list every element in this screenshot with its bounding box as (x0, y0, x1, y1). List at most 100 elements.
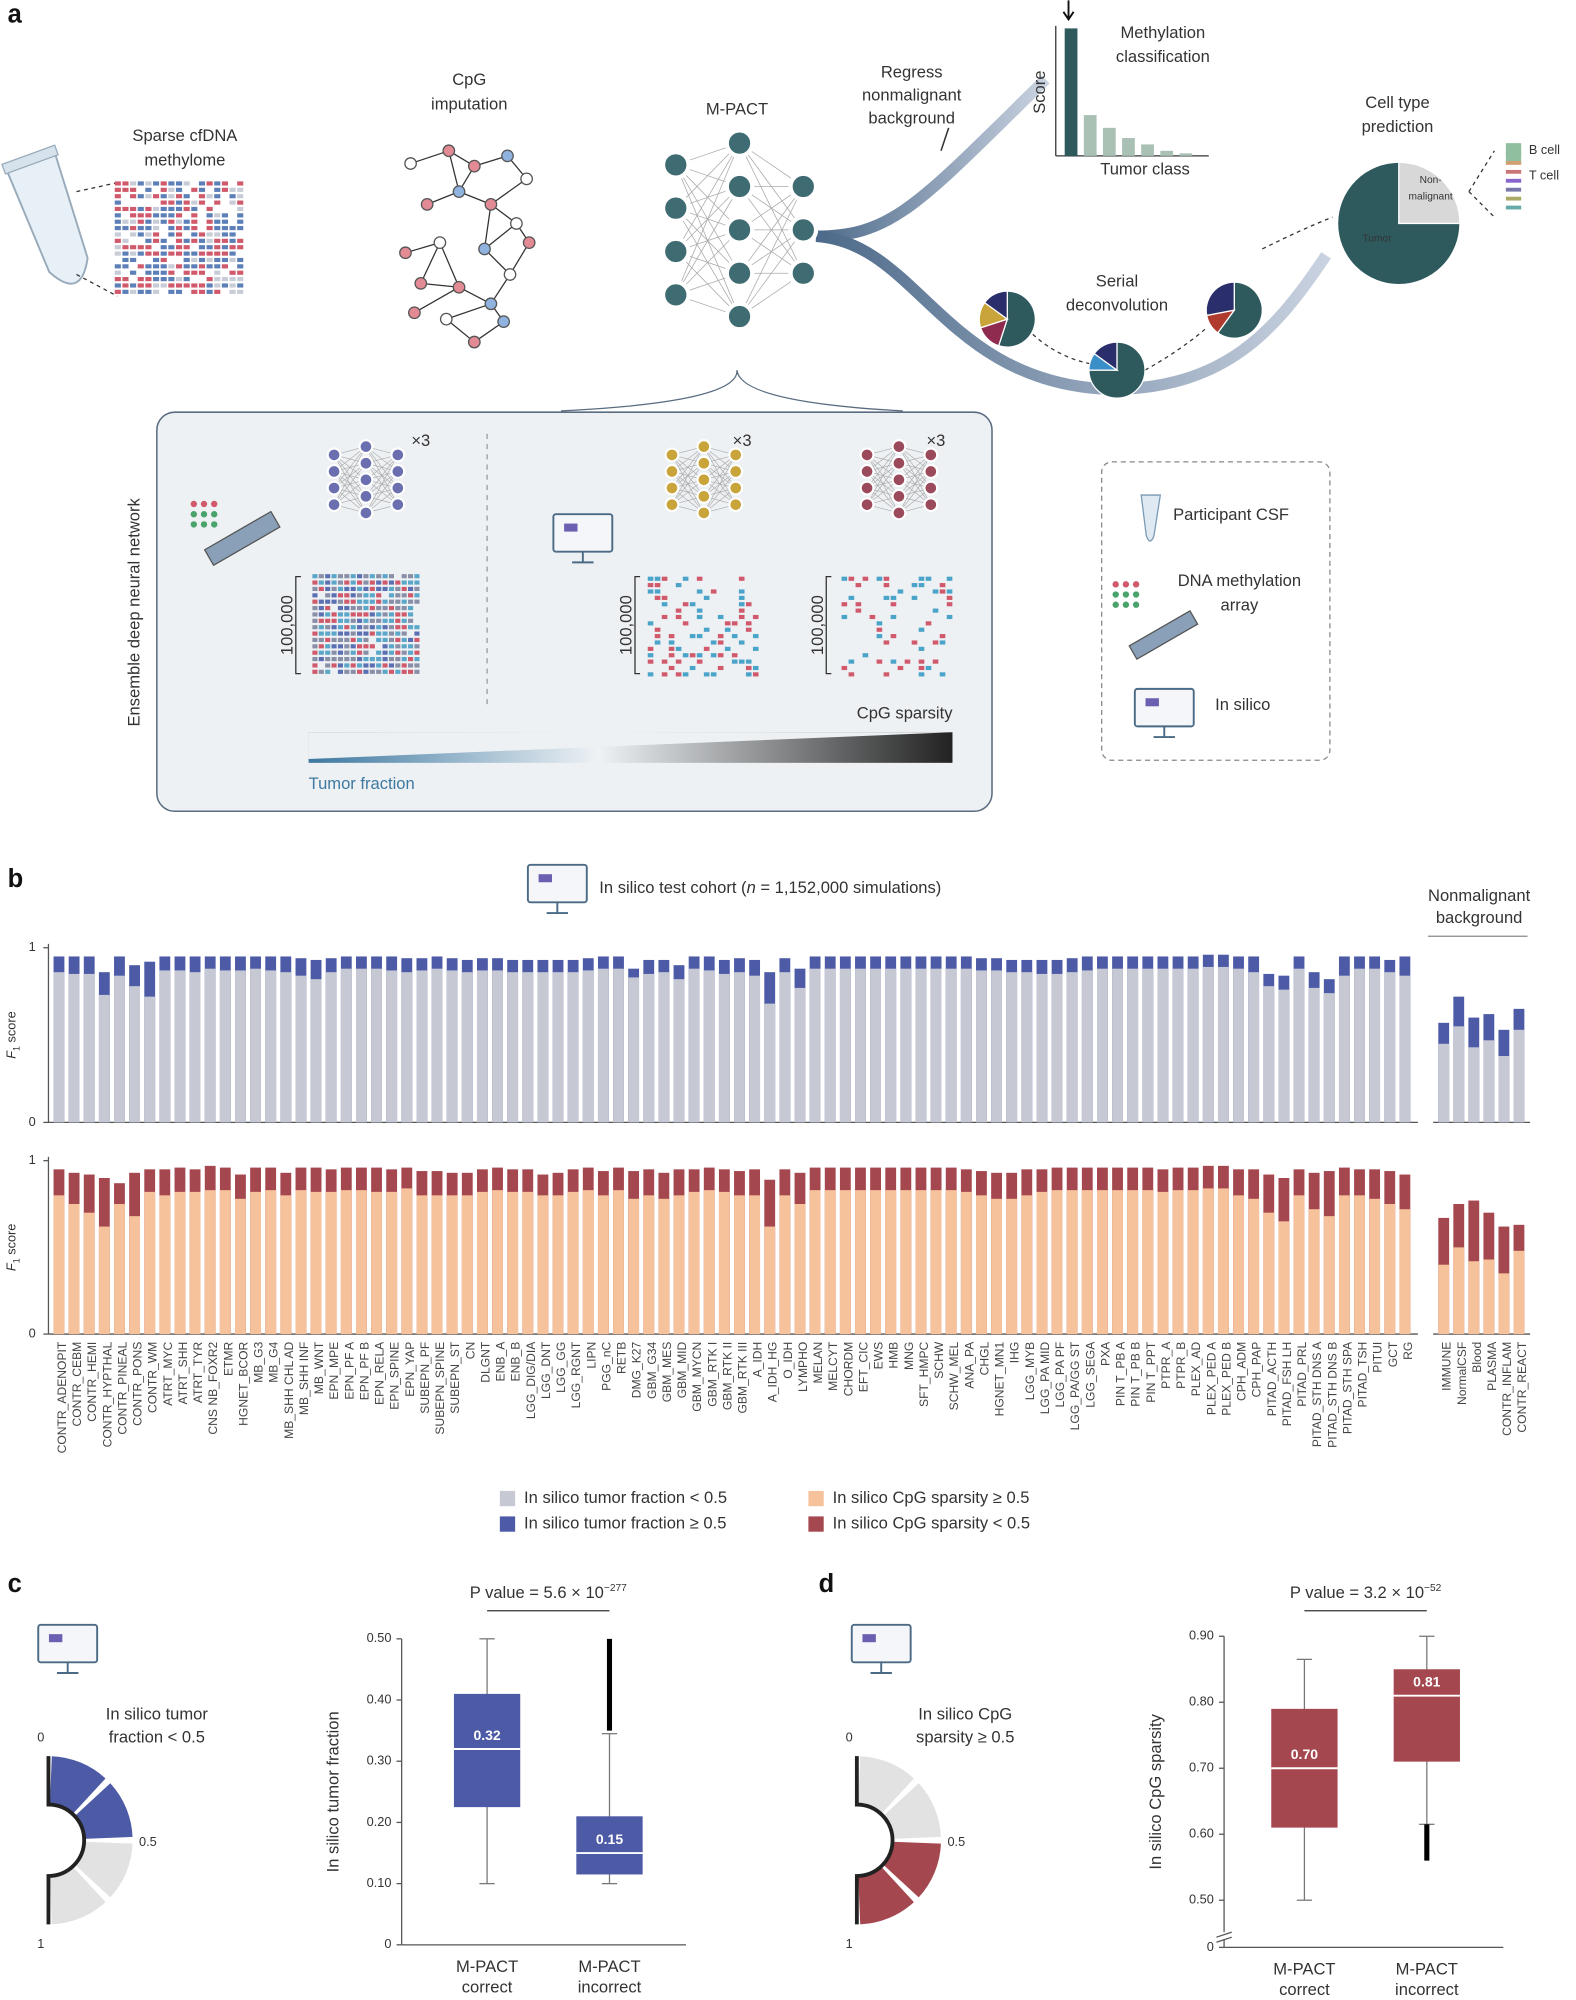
matrix-cell (654, 576, 661, 581)
matrix-cell (738, 640, 745, 645)
matrix-cell (647, 583, 654, 588)
bar (1384, 972, 1396, 1123)
monitor-icon (48, 1634, 63, 1643)
matrix-cell (344, 612, 350, 617)
matrix-cell (395, 637, 401, 643)
matrix-cell (153, 213, 160, 218)
matrix-cell (198, 270, 206, 275)
matrix-cell (198, 257, 206, 263)
matrix-cell (214, 289, 221, 294)
network-edge (671, 446, 705, 489)
matrix-cell (883, 576, 890, 581)
x-tick-label: LGG_PA/GG ST (1068, 1341, 1082, 1430)
x-tick-label: LGG_MYB (1023, 1342, 1037, 1401)
panel-label: a (8, 0, 23, 28)
matrix-cell (206, 206, 213, 212)
bar (1142, 968, 1154, 1123)
matrix-cell (855, 608, 862, 613)
x-tick-label: M-PACT (578, 1957, 640, 1976)
matrix-cell (911, 640, 918, 645)
network-node (696, 439, 712, 455)
schematic-bar (1102, 127, 1116, 156)
x-tick-label: incorrect (578, 1978, 642, 1997)
matrix-cell (160, 181, 167, 186)
matrix-cell (122, 187, 129, 192)
matrix-cell (221, 264, 228, 269)
legend-label: In silico CpG sparsity ≥ 0.5 (833, 1488, 1030, 1507)
matrix-cell (318, 657, 324, 662)
bar (1293, 1195, 1305, 1335)
legend-swatch (499, 1490, 516, 1507)
matrix-cell (145, 264, 152, 269)
matrix-cell (689, 602, 696, 607)
matrix-cell (312, 593, 318, 598)
matrix-cell (183, 206, 190, 212)
matrix-cell (214, 264, 221, 269)
cell-stack (1505, 196, 1522, 201)
matrix-cell (221, 283, 228, 288)
monitor-icon (850, 1623, 912, 1664)
matrix-cell (939, 640, 946, 645)
bar (628, 977, 640, 1123)
matrix-cell (357, 574, 363, 579)
network-node (660, 280, 691, 310)
monitor-icon (538, 874, 552, 883)
matrix-cell (382, 625, 388, 630)
bar (1498, 1273, 1510, 1335)
matrix-cell (710, 640, 717, 645)
matrix-cell (312, 663, 318, 668)
matrix-cell (369, 663, 375, 668)
bar (1233, 1195, 1244, 1335)
network-node (358, 455, 374, 471)
bar (219, 1190, 231, 1335)
dot (200, 511, 208, 518)
matrix-cell (160, 206, 167, 212)
matrix-cell (122, 283, 129, 288)
methylation-matrix (647, 576, 759, 677)
x-tick-label: MB_G4 (267, 1341, 281, 1382)
matrix-cell (752, 665, 759, 671)
step-label: M-PACT (706, 99, 768, 118)
matrix-cell (122, 264, 129, 269)
x-tick-label: ATRT_TYR (191, 1341, 205, 1403)
network-edge (333, 462, 367, 505)
pie-label: Non- (1420, 175, 1442, 186)
matrix-cell (382, 650, 388, 655)
dot (1132, 601, 1140, 608)
matrix-cell (388, 669, 394, 674)
matrix-cell (114, 238, 121, 243)
pie-label: malignant (1409, 191, 1453, 202)
matrix-cell (382, 618, 388, 623)
bar (1021, 1195, 1033, 1335)
matrix-cell (221, 226, 228, 231)
bar (1172, 968, 1184, 1123)
schematic-bar (1160, 150, 1174, 156)
bar (507, 1191, 519, 1335)
matrix-cell (237, 264, 244, 269)
x-tick-label: CHGL (977, 1341, 991, 1375)
bar (1278, 1221, 1290, 1335)
matrix-cell (350, 593, 356, 598)
multiplier: ×3 (411, 431, 430, 450)
matrix-cell (318, 637, 324, 643)
x-tick-label: CONTR_ADENOPIT (55, 1341, 69, 1453)
matrix-cell (331, 574, 337, 579)
graph-edge (439, 242, 460, 288)
matrix-cell (344, 586, 350, 592)
matrix-cell (160, 187, 167, 192)
matrix-cell (318, 669, 324, 674)
bar (1217, 966, 1229, 1123)
matrix-cell (918, 646, 925, 651)
matrix-cell (848, 595, 855, 600)
network-node (660, 149, 691, 180)
matrix-cell (932, 659, 939, 664)
matrix-cell (408, 669, 414, 674)
matrix-cell (191, 257, 198, 263)
monitor-icon (862, 1634, 876, 1643)
matrix-cell (401, 669, 407, 674)
network-node (788, 258, 819, 289)
bar (1399, 975, 1411, 1123)
x-tick-label: ATRT_SHH (176, 1342, 190, 1405)
